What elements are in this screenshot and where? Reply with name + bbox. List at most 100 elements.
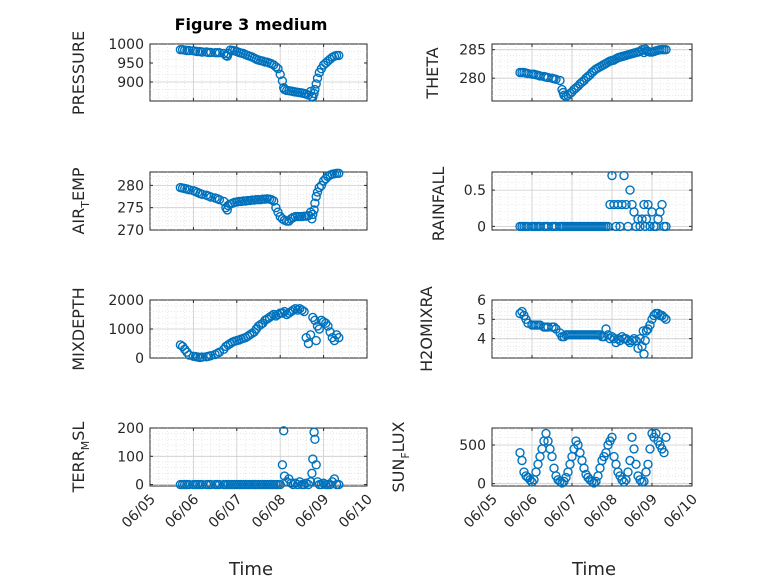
data-point xyxy=(311,335,321,346)
data-point xyxy=(307,468,317,478)
y-tick-label: 280 xyxy=(117,178,144,194)
data-point xyxy=(645,444,655,454)
data-point xyxy=(308,209,318,220)
terr-msl-axes xyxy=(149,427,368,487)
data-point xyxy=(589,478,599,488)
data-point xyxy=(312,73,323,83)
data-point xyxy=(547,451,557,462)
sun-flux-grid xyxy=(492,428,692,486)
y-tick-label: 2000 xyxy=(108,293,144,309)
data-point xyxy=(661,432,671,442)
data-point xyxy=(579,463,589,473)
data-point xyxy=(627,432,637,442)
data-point xyxy=(640,335,650,346)
data-point xyxy=(301,478,311,488)
data-point xyxy=(314,324,324,334)
air-temp-points xyxy=(175,168,344,226)
h2omixra-axes xyxy=(491,299,693,359)
data-point xyxy=(184,350,194,360)
data-point xyxy=(641,214,652,224)
data-point xyxy=(266,194,277,205)
data-point xyxy=(214,194,225,205)
h2omixra-points xyxy=(515,306,671,359)
data-point xyxy=(316,479,327,490)
pressure-y-label: PRESSURE xyxy=(69,31,88,115)
y-tick-label: 0 xyxy=(135,478,144,494)
y-tick-label: 1000 xyxy=(108,37,144,53)
data-point xyxy=(273,63,283,74)
data-point xyxy=(182,347,192,357)
data-point xyxy=(314,182,324,193)
data-point xyxy=(629,444,639,454)
data-point xyxy=(334,333,344,343)
data-point xyxy=(277,460,288,470)
terr-msl-y-label-rest: SL xyxy=(69,422,88,441)
mixdepth-x-ticks xyxy=(149,300,368,358)
data-point xyxy=(645,320,655,330)
data-point xyxy=(303,338,314,349)
data-point xyxy=(561,472,571,483)
theta-y-ticks: 280 285 xyxy=(459,43,692,87)
data-point xyxy=(329,474,340,484)
data-point xyxy=(643,199,653,210)
y-tick-label: 100 xyxy=(117,449,144,465)
data-point xyxy=(659,312,669,323)
data-point xyxy=(625,185,635,195)
data-point xyxy=(311,460,321,470)
data-point xyxy=(587,476,597,487)
data-point xyxy=(638,326,648,336)
data-point xyxy=(273,207,283,217)
data-point xyxy=(334,168,344,179)
y-tick-label: 285 xyxy=(459,43,486,59)
data-point xyxy=(309,205,319,215)
sun-flux-y-label-main: SUN xyxy=(389,459,408,493)
air-temp-y-label-main: AIR xyxy=(69,208,88,235)
y-tick-label: 275 xyxy=(117,201,144,217)
data-point xyxy=(334,479,344,490)
data-point xyxy=(269,309,279,320)
mixdepth-y-label: MIXDEPTH xyxy=(69,287,88,370)
terr-msl-y-ticks: 0 100 200 xyxy=(117,421,367,494)
data-point xyxy=(197,189,207,200)
sun-flux-y-label-subscript: F xyxy=(399,452,412,458)
y-tick-label: 270 xyxy=(117,223,144,239)
y-tick-label: 950 xyxy=(117,56,144,72)
data-point xyxy=(299,306,309,317)
data-point xyxy=(549,322,559,332)
data-point xyxy=(297,305,307,315)
rainfall-y-label: RAINFALL xyxy=(429,167,448,242)
rainfall-points xyxy=(515,170,671,232)
pressure-panel: 900 950 1000 Figure 3 medium PRESSURE xyxy=(69,15,368,115)
y-tick-label: 6 xyxy=(477,293,486,309)
data-point xyxy=(659,448,669,458)
theta-points xyxy=(515,44,671,102)
mixdepth-y-ticks: 0 1000 2000 xyxy=(108,293,367,367)
mixdepth-panel: 0 1000 2000 MIXDEPTH xyxy=(69,287,368,371)
data-point xyxy=(629,334,639,344)
sun-flux-y-ticks: 0 500 xyxy=(459,438,692,493)
terr-msl-grid xyxy=(150,428,367,486)
data-point xyxy=(639,349,649,359)
sun-flux-x-label: Time xyxy=(571,559,616,580)
pressure-x-ticks xyxy=(149,44,368,101)
data-point xyxy=(323,321,333,331)
data-point xyxy=(629,207,639,217)
data-point xyxy=(334,50,344,61)
y-tick-label: 0 xyxy=(477,477,486,493)
data-point xyxy=(206,192,216,202)
sun-flux-points xyxy=(515,428,671,488)
data-point xyxy=(303,479,314,490)
sun-flux-y-label: SUNFLUX xyxy=(389,421,412,492)
air-temp-x-ticks xyxy=(149,172,368,230)
h2omixra-y-ticks: 4 5 6 xyxy=(477,293,692,348)
data-point xyxy=(607,432,617,442)
data-point xyxy=(619,170,629,181)
data-point xyxy=(621,199,631,210)
data-point xyxy=(517,455,527,466)
data-point xyxy=(269,196,279,206)
data-point xyxy=(527,477,537,487)
y-tick-label: 280 xyxy=(459,71,486,87)
data-point xyxy=(277,76,288,86)
data-point xyxy=(617,199,627,210)
data-point xyxy=(657,199,667,210)
